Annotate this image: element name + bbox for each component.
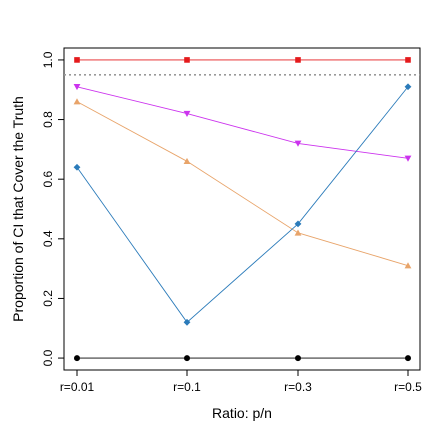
series-layer xyxy=(73,57,412,362)
y-axis: 0.0 0.2 0.4 0.6 0.8 1.0 xyxy=(41,51,64,366)
data-point xyxy=(295,355,301,362)
data-point xyxy=(405,355,411,362)
y-tick-label: 0.6 xyxy=(41,171,55,188)
data-point xyxy=(184,57,190,63)
series-line xyxy=(76,101,409,267)
series xyxy=(74,57,411,63)
series xyxy=(74,355,411,362)
y-tick-label: 0.4 xyxy=(41,230,55,247)
x-tick-label: r=0.3 xyxy=(284,380,312,394)
x-axis-label: Ratio: p/n xyxy=(212,405,272,421)
x-tick-label: r=0.01 xyxy=(60,380,95,394)
y-tick-label: 0.2 xyxy=(41,290,55,307)
data-point xyxy=(73,98,81,105)
data-point xyxy=(183,318,191,326)
x-tick-label: r=0.1 xyxy=(173,380,201,394)
data-point xyxy=(73,84,81,91)
x-axis: r=0.01 r=0.1 r=0.3 r=0.5 xyxy=(60,370,422,394)
data-point xyxy=(73,163,81,171)
data-point xyxy=(295,57,301,63)
y-axis-label: Proportion of CI that Cover the Truth xyxy=(10,96,26,322)
data-point xyxy=(183,157,191,165)
y-tick-label: 1.0 xyxy=(41,51,55,68)
data-point xyxy=(183,110,191,117)
series xyxy=(73,98,412,269)
series xyxy=(73,83,412,326)
data-point xyxy=(74,57,80,63)
series-line xyxy=(76,86,409,159)
x-tick-label: r=0.5 xyxy=(394,380,422,394)
data-point xyxy=(184,355,190,362)
y-tick-label: 0.0 xyxy=(41,349,55,366)
plot-frame xyxy=(63,47,421,371)
series xyxy=(73,84,412,162)
data-point xyxy=(405,57,411,63)
data-point xyxy=(294,229,302,236)
data-point xyxy=(404,83,412,91)
series-line xyxy=(76,86,409,323)
y-tick-label: 0.8 xyxy=(41,111,55,128)
data-point xyxy=(294,140,302,147)
data-point xyxy=(294,220,302,228)
data-point xyxy=(404,262,412,269)
data-point xyxy=(74,355,80,362)
data-point xyxy=(404,155,412,162)
